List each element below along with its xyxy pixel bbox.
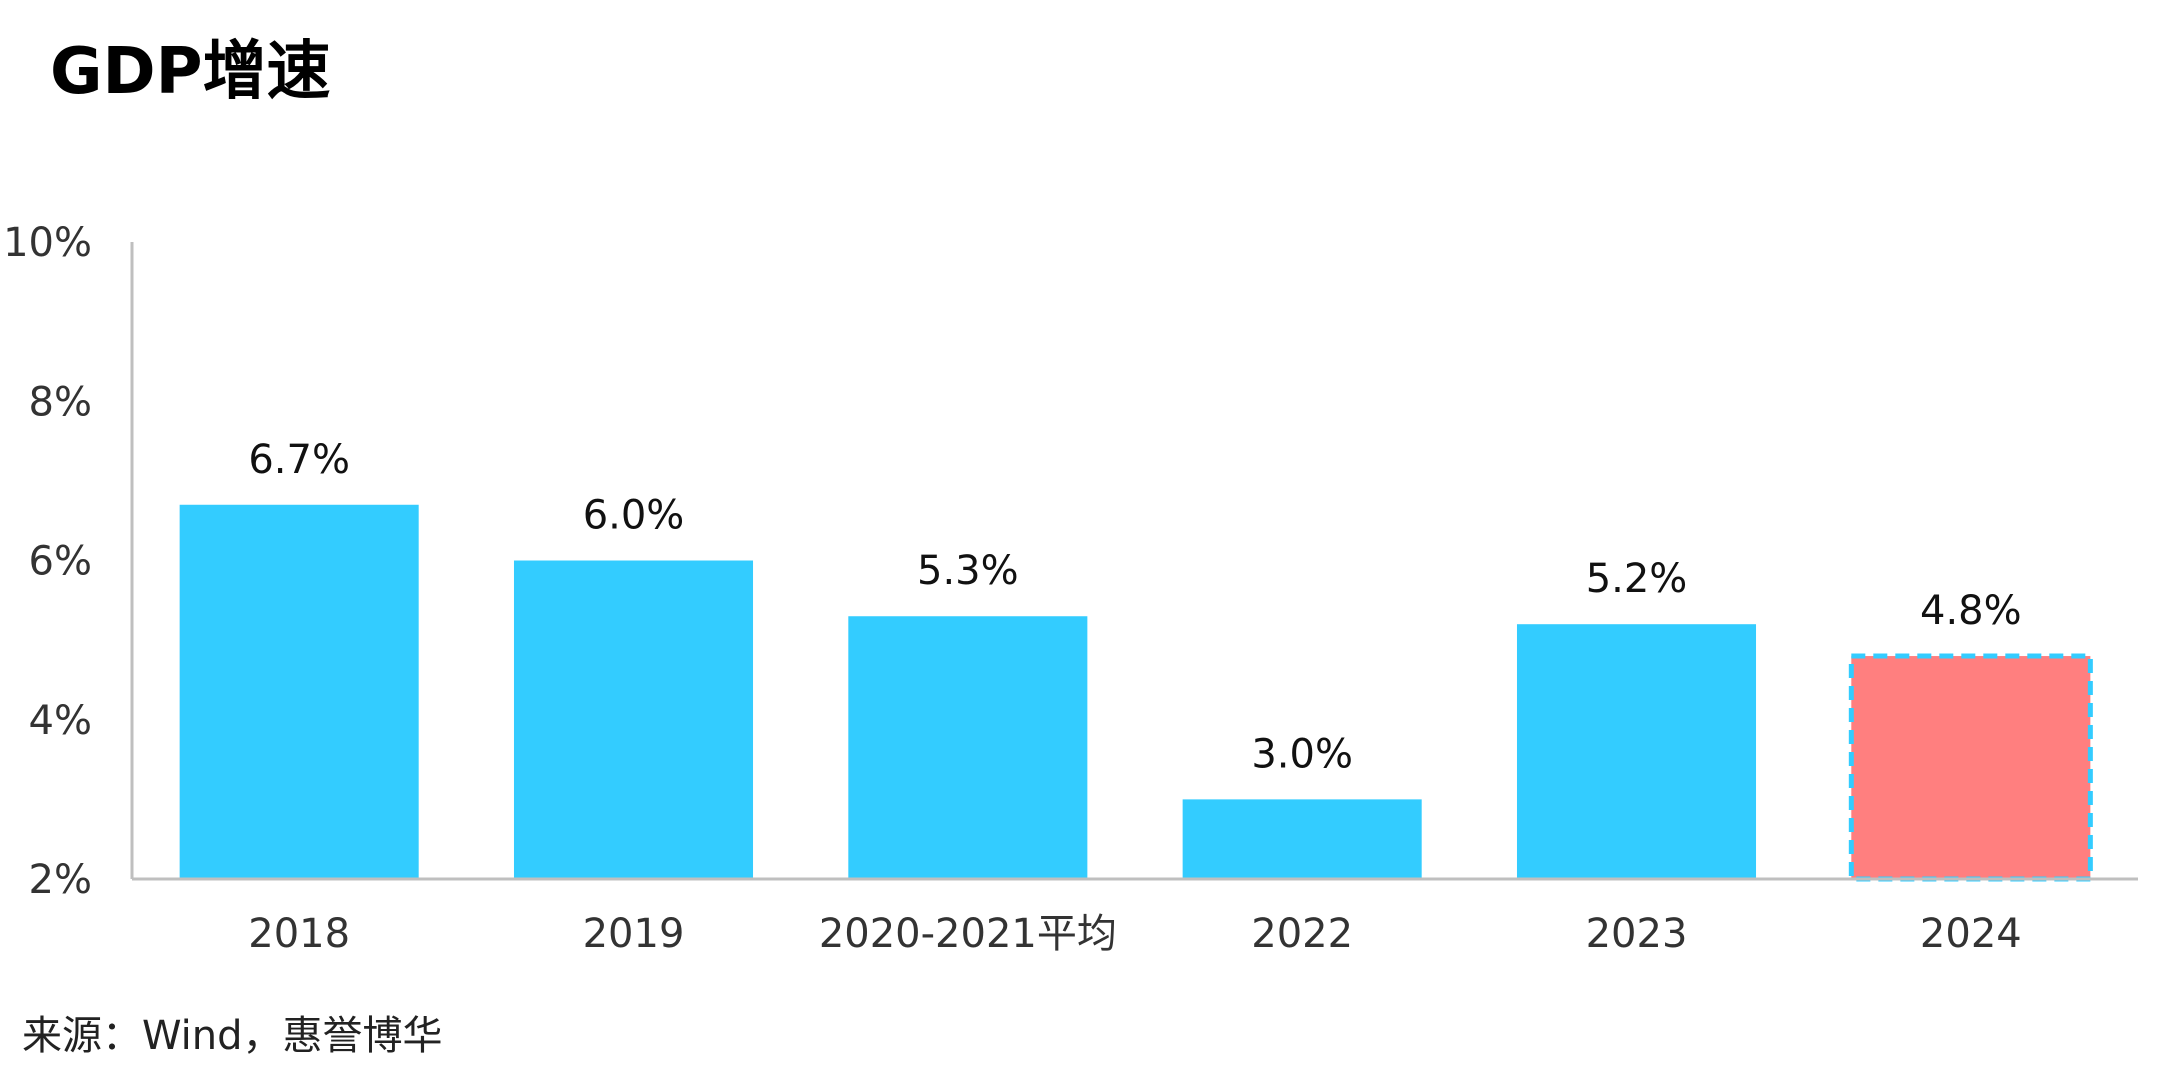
bar	[513, 560, 754, 879]
data-label: 5.3%	[917, 548, 1019, 594]
x-tick-label: 2022	[1251, 911, 1353, 957]
bar	[1182, 799, 1422, 879]
bars	[179, 504, 2093, 882]
bar-highlight	[1848, 653, 2093, 882]
x-tick-label: 2023	[1586, 911, 1688, 957]
data-label: 5.2%	[1586, 556, 1688, 602]
y-tick-label: 2%	[29, 857, 92, 903]
data-label: 4.8%	[1920, 588, 2022, 634]
source-note: 来源：Wind，惠誉博华	[22, 1013, 443, 1059]
data-label: 6.7%	[248, 437, 350, 483]
bar	[848, 616, 1088, 879]
y-tick-label: 8%	[29, 379, 92, 425]
y-tick-label: 4%	[29, 698, 92, 744]
data-labels: 6.7% 6.0% 5.3% 3.0% 5.2% 4.8%	[248, 437, 2021, 778]
data-label: 3.0%	[1251, 731, 1353, 777]
x-tick-label: 2019	[583, 911, 685, 957]
chart-title: GDP增速	[50, 35, 331, 109]
y-tick-label: 10%	[3, 220, 92, 266]
y-tick-label: 6%	[29, 539, 92, 585]
data-label: 6.0%	[583, 493, 685, 539]
x-tick-label: 2020-2021平均	[819, 911, 1117, 957]
y-axis-ticks: 2% 4% 6% 8% 10%	[3, 220, 92, 903]
x-tick-label: 2024	[1920, 911, 2022, 957]
bar	[1516, 624, 1757, 879]
bar	[179, 504, 419, 879]
x-tick-label: 2018	[248, 911, 350, 957]
x-axis-ticks: 2018 2019 2020-2021平均 2022 2023 2024	[248, 911, 2021, 957]
